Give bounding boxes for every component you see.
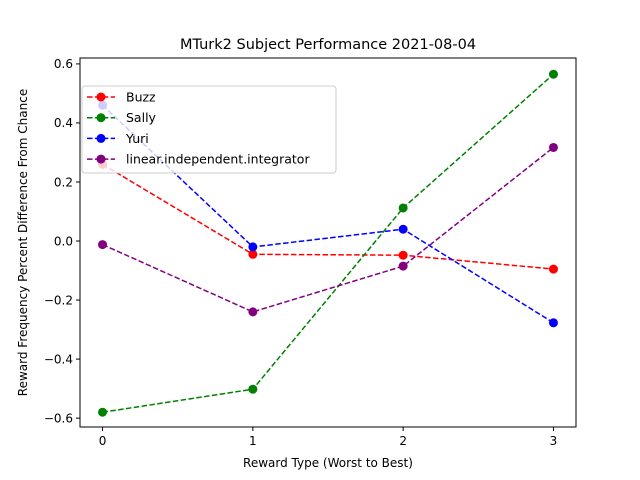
legend-marker: [96, 113, 106, 123]
legend: Buzz Sally Yuri linear.independent.integrat…: [81, 85, 337, 174]
data-point-sally: [248, 384, 258, 394]
x-tick-label: 3: [550, 434, 558, 448]
y-tick-label: −0.6: [44, 411, 73, 425]
y-axis-title: Reward Frequency Percent Difference From…: [16, 89, 30, 396]
legend-marker: [96, 154, 106, 164]
data-point-yuri: [398, 224, 408, 234]
data-point-buzz: [248, 249, 258, 259]
series-yuri: [98, 100, 558, 328]
legend-label: Buzz: [126, 90, 156, 105]
data-point-sally: [548, 69, 558, 79]
legend-marker: [96, 133, 106, 143]
legend-entry-sally: Sally: [87, 110, 157, 125]
series-line-buzz: [102, 163, 554, 270]
legend-box: [81, 85, 337, 174]
data-point-yuri: [248, 242, 258, 252]
series-line-yuri: [102, 104, 554, 324]
data-point-yuri: [548, 318, 558, 328]
legend-entry-linear-independent-integrator: linear.independent.integrator: [87, 152, 310, 167]
y-axis: −0.6 −0.4 −0.2 0.0 0.2 0.4 0.6: [44, 57, 80, 425]
plot-border: [79, 57, 577, 428]
y-tick-label: 0.4: [54, 116, 73, 130]
series-sally: [98, 69, 558, 417]
y-tick-label: 0.2: [54, 175, 73, 189]
series-line-linear-independent-integrator: [102, 146, 554, 313]
x-tick-label: 1: [249, 434, 257, 448]
data-point-linear-independent-integrator: [248, 307, 258, 317]
legend-label: linear.independent.integrator: [126, 152, 310, 167]
legend-marker: [96, 92, 106, 102]
y-tick-label: 0.6: [54, 57, 73, 71]
series-linear-independent-integrator: [98, 142, 558, 317]
data-point-linear-independent-integrator: [98, 240, 108, 250]
y-tick-label: −0.4: [44, 352, 73, 366]
data-point-linear-independent-integrator: [548, 142, 558, 152]
y-tick-label: −0.2: [44, 293, 73, 307]
data-point-linear-independent-integrator: [398, 261, 408, 271]
data-point-buzz: [398, 250, 408, 260]
legend-entry-yuri: Yuri: [87, 131, 149, 146]
data-point-buzz: [548, 264, 558, 274]
series-line-sally: [102, 73, 554, 413]
y-tick-label: 0.0: [54, 234, 73, 248]
chart-title: MTurk2 Subject Performance 2021-08-04: [180, 37, 476, 53]
x-tick-label: 2: [399, 434, 407, 448]
data-point-sally: [98, 407, 108, 417]
legend-label: Yuri: [125, 131, 149, 146]
legend-label: Sally: [126, 110, 157, 125]
x-axis-title: Reward Type (Worst to Best): [243, 456, 413, 470]
data-point-sally: [398, 203, 408, 213]
x-tick-label: 0: [99, 434, 107, 448]
x-axis: 0 1 2 3: [99, 427, 558, 448]
legend-entry-buzz: Buzz: [87, 90, 156, 105]
